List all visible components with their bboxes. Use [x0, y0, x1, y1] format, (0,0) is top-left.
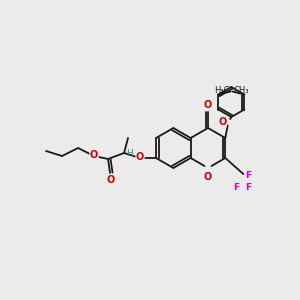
Text: F: F [233, 183, 239, 192]
Text: O: O [204, 172, 212, 182]
Text: O: O [136, 152, 144, 162]
Text: O: O [90, 150, 98, 160]
Text: CH₃: CH₃ [233, 86, 249, 95]
Text: O: O [218, 117, 226, 127]
Text: O: O [204, 100, 212, 110]
Text: O: O [107, 175, 115, 185]
Text: F: F [245, 170, 251, 179]
Text: H: H [126, 149, 133, 158]
Text: H₃C: H₃C [214, 86, 229, 95]
Text: F: F [245, 183, 251, 192]
